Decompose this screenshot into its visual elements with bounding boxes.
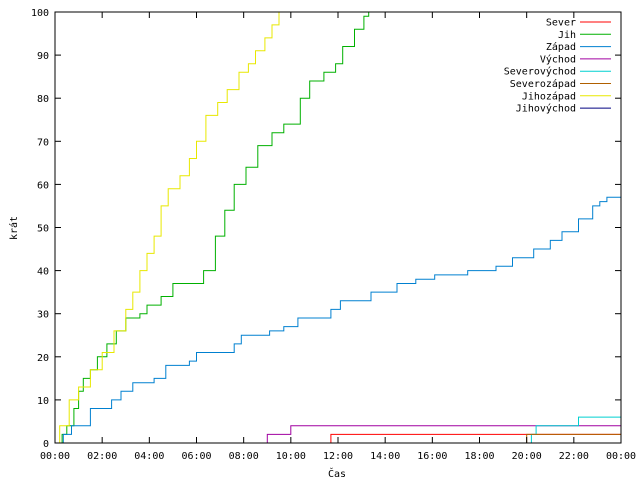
x-tick-label: 18:00: [464, 451, 494, 462]
series-line-0: [330, 433, 621, 443]
x-tick-label: 16:00: [417, 451, 447, 462]
y-tick-label: 100: [31, 8, 49, 19]
y-axis-title: krát: [8, 216, 20, 240]
x-tick-label: 04:00: [134, 451, 164, 462]
series-line-1: [60, 12, 370, 444]
y-tick-label: 40: [37, 267, 49, 278]
axes: 0 10 20 30 40 50 60 70 80 90 100 00:00 02:00 04:00 06:…: [31, 8, 636, 462]
y-tick-label: 0: [43, 439, 49, 450]
y-tick-label: 80: [37, 94, 49, 105]
y-tick-label: 70: [37, 137, 49, 148]
y-tick-label: 10: [37, 396, 49, 407]
x-tick-label: 12:00: [323, 451, 353, 462]
legend: SeverJihZápadVýchodSeverovýchodSeverozáp…: [504, 18, 611, 115]
x-tick-label: 00:00: [606, 451, 636, 462]
x-axis-title: Čas: [328, 467, 346, 480]
legend-label: Jihozápad: [522, 90, 576, 102]
x-tick-label: 20:00: [512, 451, 542, 462]
x-tick-label: 10:00: [276, 451, 306, 462]
y-tick-label: 30: [37, 310, 49, 321]
legend-label: Západ: [546, 41, 576, 53]
legend-label: Sever: [546, 18, 576, 29]
legend-label: Východ: [540, 53, 576, 65]
series-line-2: [60, 196, 621, 444]
x-tick-label: 14:00: [370, 451, 400, 462]
x-tick-label: 22:00: [559, 451, 589, 462]
legend-label: Severozápad: [510, 78, 576, 90]
y-tick-label: 20: [37, 353, 49, 364]
series-line-4: [526, 416, 621, 444]
y-tick-label: 90: [37, 51, 49, 62]
legend-label: Jihovýchod: [516, 103, 576, 115]
x-tick-label: 08:00: [229, 451, 259, 462]
y-tick-label: 60: [37, 180, 49, 191]
x-tick-label: 00:00: [40, 451, 70, 462]
series-line-6: [57, 12, 280, 444]
x-tick-label: 02:00: [87, 451, 117, 462]
legend-label: Jih: [558, 30, 576, 41]
legend-label: Severovýchod: [504, 66, 576, 78]
x-tick-label: 06:00: [181, 451, 211, 462]
y-tick-label: 50: [37, 224, 49, 235]
